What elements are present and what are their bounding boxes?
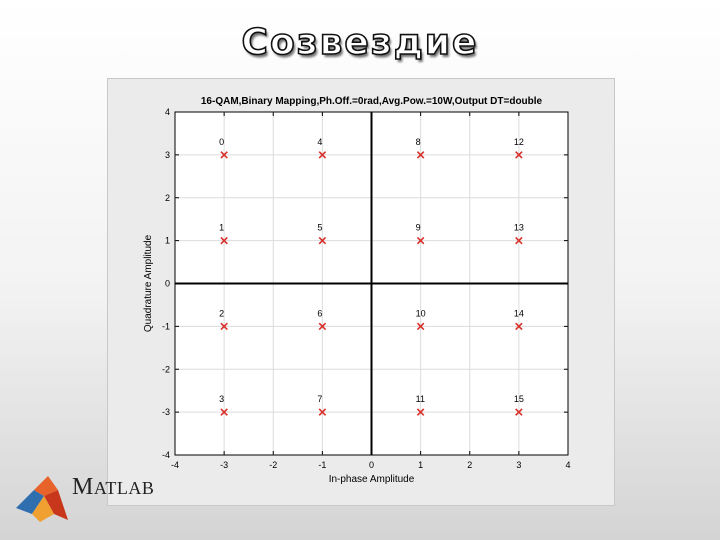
y-tick-label: 0 [165,279,170,289]
point-label: 6 [317,308,322,318]
point-label: 7 [317,394,322,404]
matlab-logo-text: MATLAB [72,474,154,501]
logo-text-rest: ATLAB [93,478,155,498]
y-tick-label: -2 [162,364,170,374]
point-label: 1 [219,223,224,233]
chart-title: 16-QAM,Binary Mapping,Ph.Off.=0rad,Avg.P… [201,96,543,107]
x-tick-label: 0 [369,460,374,470]
x-tick-label: 3 [516,460,521,470]
point-label: 0 [219,137,224,147]
x-tick-label: -2 [269,460,277,470]
y-tick-label: -3 [162,407,170,417]
constellation-point [318,151,327,159]
point-label: 3 [219,394,224,404]
point-label: 12 [514,137,524,147]
constellation-point [220,151,228,159]
point-label: 8 [416,137,421,147]
constellation-point [416,408,425,416]
y-tick-label: 1 [165,236,170,246]
constellation-point [220,236,228,245]
constellation-point [318,322,327,331]
x-tick-label: 4 [565,460,570,470]
x-tick-label: 1 [418,460,423,470]
constellation-point [416,322,425,331]
constellation-point [318,408,327,416]
slide-title: Созвездие [241,21,479,64]
constellation-point [515,322,523,331]
constellation-point [515,236,523,245]
constellation-point [515,151,523,159]
y-tick-label: -1 [162,321,170,331]
point-label: 10 [416,308,426,318]
point-label: 11 [416,394,425,404]
logo-text-first: M [72,474,94,500]
x-tick-label: -1 [318,460,326,470]
constellation-point [220,408,228,416]
y-tick-label: -4 [162,450,170,460]
x-tick-label: 2 [467,460,472,470]
constellation-point [515,408,523,416]
point-label: 4 [317,137,322,147]
matlab-logo-icon [16,476,68,522]
point-label: 5 [317,223,322,233]
y-tick-label: 4 [165,107,170,117]
point-label: 9 [416,223,421,233]
point-label: 15 [514,394,524,404]
point-label: 2 [219,308,224,318]
y-tick-label: 3 [165,150,170,160]
constellation-plot: -4 -3 -2 -1 0 1 2 3 4-4-3-2-10123416-QAM,Binary … [143,96,571,485]
x-tick-label: -3 [220,460,228,470]
point-label: 14 [514,308,524,318]
constellation-point [318,236,327,245]
constellation-point [220,322,228,331]
constellation-point [416,236,425,245]
x-tick-label: -4 [171,460,179,470]
x-axis-label: In-phase Amplitude [329,474,415,485]
matlab-figure: -4 -3 -2 -1 0 1 2 3 4 -4 -3 -2 -1 0 1 2 3 4 16-QAM,Binary … [107,78,615,506]
y-tick-label: 2 [165,193,170,203]
point-label: 13 [514,223,524,233]
y-axis-label: Quadrature Amplitude [143,234,154,332]
constellation-point [416,151,425,159]
